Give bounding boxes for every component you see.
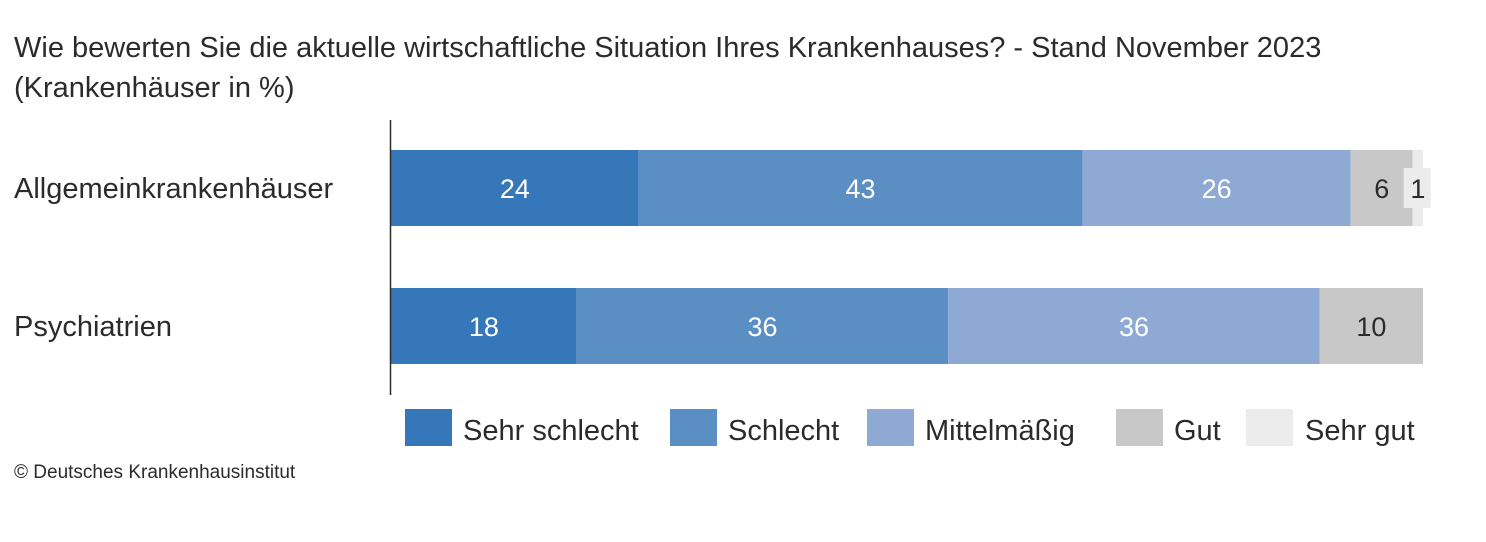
bar-segment-0-1	[638, 150, 1083, 226]
legend-swatch-2	[867, 409, 914, 446]
data-label-1-1: 36	[747, 312, 777, 342]
chart-title-line2: (Krankenhäuser in %)	[14, 72, 295, 104]
bar-segment-1-0	[391, 288, 577, 364]
bar-segment-0-2	[1082, 150, 1351, 226]
bar-segment-0-0	[391, 150, 639, 226]
legend-label-0: Sehr schlecht	[463, 415, 639, 447]
data-label-1-3: 10	[1356, 312, 1386, 342]
data-label-0-3: 6	[1374, 174, 1389, 204]
legend-label-1: Schlecht	[728, 415, 839, 447]
category-label-1: Psychiatrien	[14, 311, 172, 343]
bar-segment-0-3	[1350, 150, 1413, 226]
data-label-0-2: 26	[1202, 174, 1232, 204]
data-label-0-0: 24	[500, 174, 530, 204]
legend-label-3: Gut	[1174, 415, 1221, 447]
data-label-1-0: 18	[469, 312, 499, 342]
chart-title-line1: Wie bewerten Sie die aktuelle wirtschaft…	[14, 32, 1322, 64]
data-label-0-4: 1	[1410, 174, 1425, 204]
bar-segment-1-1	[576, 288, 949, 364]
bar-segment-1-2	[948, 288, 1320, 364]
data-label-0-1: 43	[846, 174, 876, 204]
legend-swatch-3	[1116, 409, 1163, 446]
legend-swatch-4	[1246, 409, 1293, 446]
data-label-pad-0-4	[1403, 168, 1431, 208]
data-label-1-2: 36	[1119, 312, 1149, 342]
chart-title: Wie bewerten Sie die aktuelle wirtschaft…	[14, 28, 1321, 108]
copyright-note: © Deutsches Krankenhausinstitut	[14, 462, 296, 483]
legend-swatch-1	[670, 409, 717, 446]
bar-segment-1-3	[1319, 288, 1423, 364]
legend-label-2: Mittelmäßig	[925, 415, 1075, 447]
legend-swatch-0	[405, 409, 452, 446]
category-label-0: Allgemeinkrankenhäuser	[14, 173, 334, 205]
legend-label-4: Sehr gut	[1305, 415, 1415, 447]
